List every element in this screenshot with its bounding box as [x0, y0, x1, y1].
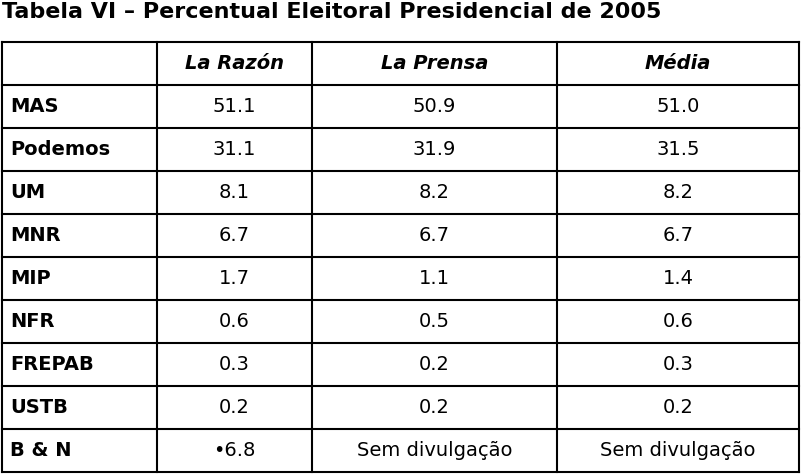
Text: MAS: MAS	[10, 97, 58, 116]
Text: 0.2: 0.2	[219, 398, 250, 417]
Text: NFR: NFR	[10, 312, 54, 331]
Text: La Prensa: La Prensa	[380, 54, 488, 73]
Text: 31.9: 31.9	[413, 140, 457, 159]
Text: La Razón: La Razón	[185, 54, 284, 73]
Text: 1.7: 1.7	[219, 269, 250, 288]
Text: 0.2: 0.2	[419, 398, 450, 417]
Text: B & N: B & N	[10, 441, 71, 460]
Text: 51.0: 51.0	[656, 97, 700, 116]
Text: Sem divulgação: Sem divulgação	[356, 441, 513, 460]
Text: 6.7: 6.7	[219, 226, 250, 245]
Text: USTB: USTB	[10, 398, 68, 417]
Text: 50.9: 50.9	[413, 97, 457, 116]
Text: 31.1: 31.1	[213, 140, 256, 159]
Text: 8.2: 8.2	[662, 183, 694, 202]
Text: 0.2: 0.2	[419, 355, 450, 374]
Text: Tabela VI – Percentual Eleitoral Presidencial de 2005: Tabela VI – Percentual Eleitoral Preside…	[2, 2, 662, 22]
Text: 8.2: 8.2	[419, 183, 450, 202]
Text: •6.8: •6.8	[213, 441, 256, 460]
Text: 0.5: 0.5	[419, 312, 450, 331]
Text: Sem divulgação: Sem divulgação	[600, 441, 756, 460]
Text: 0.6: 0.6	[662, 312, 694, 331]
Text: MIP: MIP	[10, 269, 50, 288]
Text: 31.5: 31.5	[656, 140, 700, 159]
Text: Podemos: Podemos	[10, 140, 110, 159]
Text: Média: Média	[645, 54, 711, 73]
Text: 0.2: 0.2	[662, 398, 694, 417]
Text: UM: UM	[10, 183, 45, 202]
Text: FREPAB: FREPAB	[10, 355, 94, 374]
Text: 1.4: 1.4	[662, 269, 694, 288]
Text: 0.3: 0.3	[219, 355, 250, 374]
Text: 6.7: 6.7	[419, 226, 450, 245]
Text: 0.3: 0.3	[662, 355, 694, 374]
Text: MNR: MNR	[10, 226, 61, 245]
Text: 51.1: 51.1	[213, 97, 256, 116]
Text: 1.1: 1.1	[419, 269, 450, 288]
Text: 0.6: 0.6	[219, 312, 250, 331]
Text: 6.7: 6.7	[662, 226, 694, 245]
Text: 8.1: 8.1	[219, 183, 250, 202]
